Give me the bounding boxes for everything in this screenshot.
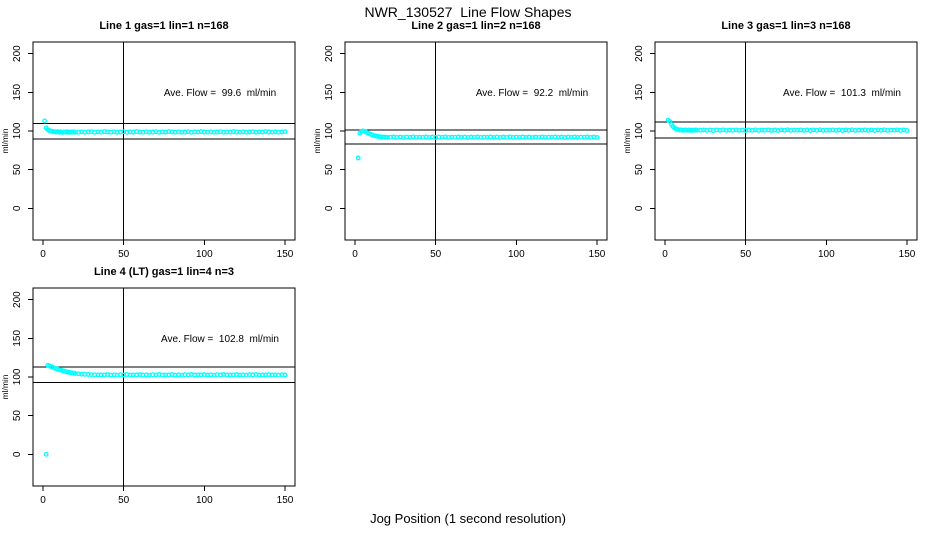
flow-data-point bbox=[282, 372, 288, 378]
x-tick-label: 100 bbox=[508, 249, 525, 260]
y-tick-label: 50 bbox=[12, 410, 23, 422]
subplot-title: Line 4 (LT) gas=1 lin=4 n=3 bbox=[94, 266, 234, 278]
y-tick-label: 200 bbox=[12, 45, 23, 62]
x-tick-label: 150 bbox=[589, 249, 606, 260]
flow-data-point bbox=[282, 129, 288, 135]
subplot-title: Line 3 gas=1 lin=3 n=168 bbox=[721, 20, 850, 32]
y-tick-label: 0 bbox=[324, 205, 335, 211]
y-tick-label: 100 bbox=[324, 122, 335, 139]
x-tick-label: 100 bbox=[196, 495, 213, 506]
y-tick-label: 50 bbox=[634, 164, 645, 176]
y-tick-label: 150 bbox=[634, 84, 645, 101]
plot-box bbox=[32, 287, 296, 487]
y-tick-label: 0 bbox=[634, 205, 645, 211]
flow-data-point bbox=[904, 128, 910, 133]
y-axis-label: ml/min bbox=[0, 374, 10, 399]
y-tick-label: 0 bbox=[12, 451, 23, 457]
y-axis-label: ml/min bbox=[312, 128, 322, 153]
y-tick-label: 100 bbox=[12, 122, 23, 139]
subplot-line-1: 0 50 100 150 0 50 100 150 200 ml/min Line 1 gas=1 … bbox=[0, 16, 312, 266]
subplot-line-2: 0 50 100 150 0 50 100 150 200 ml/min Line 2 gas=1 … bbox=[312, 16, 624, 266]
y-tick-label: 100 bbox=[634, 122, 645, 139]
y-tick-label: 200 bbox=[634, 45, 645, 62]
flow-data-point bbox=[42, 118, 48, 124]
y-axis-label: ml/min bbox=[0, 128, 10, 153]
line-3-flow-chart: 0 50 100 150 0 50 100 150 200 ml/min Line 3 gas=1 … bbox=[622, 20, 918, 260]
subplot-title: Line 2 gas=1 lin=2 n=168 bbox=[411, 20, 540, 32]
ave-flow-annotation: Ave. Flow = 92.2 ml/min bbox=[476, 88, 588, 99]
y-tick-label: 150 bbox=[12, 330, 23, 347]
x-tick-label: 50 bbox=[430, 249, 442, 260]
y-tick-label: 0 bbox=[12, 205, 23, 211]
y-tick-label: 50 bbox=[324, 164, 335, 176]
x-tick-label: 50 bbox=[740, 249, 752, 260]
flow-data-point bbox=[43, 451, 49, 457]
x-tick-label: 0 bbox=[40, 249, 46, 260]
x-tick-label: 0 bbox=[40, 495, 46, 506]
subplot-line-3: 0 50 100 150 0 50 100 150 200 ml/min Line 3 gas=1 … bbox=[622, 16, 934, 266]
y-tick-label: 50 bbox=[12, 164, 23, 176]
y-axis-label: ml/min bbox=[622, 128, 632, 153]
x-axis-label: Jog Position (1 second resolution) bbox=[370, 511, 566, 526]
ave-flow-annotation: Ave. Flow = 102.8 ml/min bbox=[161, 334, 279, 345]
x-tick-label: 100 bbox=[196, 249, 213, 260]
y-tick-label: 100 bbox=[12, 368, 23, 385]
ave-flow-annotation: Ave. Flow = 101.3 ml/min bbox=[783, 88, 901, 99]
y-tick-label: 200 bbox=[324, 45, 335, 62]
plot-box bbox=[344, 41, 608, 241]
subplot-line-4: 0 50 100 150 0 50 100 150 200 ml/min Line 4 (LT) g… bbox=[0, 262, 312, 512]
plot-box bbox=[654, 41, 918, 241]
x-tick-label: 150 bbox=[277, 249, 294, 260]
line-1-flow-chart: 0 50 100 150 0 50 100 150 200 ml/min Line 1 gas=1 … bbox=[0, 20, 296, 260]
ave-flow-annotation: Ave. Flow = 99.6 ml/min bbox=[164, 88, 276, 99]
subplot-title: Line 1 gas=1 lin=1 n=168 bbox=[99, 20, 228, 32]
x-tick-label: 150 bbox=[277, 495, 294, 506]
x-tick-label: 150 bbox=[899, 249, 916, 260]
y-tick-label: 150 bbox=[12, 84, 23, 101]
x-tick-label: 50 bbox=[118, 249, 130, 260]
x-tick-label: 100 bbox=[818, 249, 835, 260]
x-tick-label: 50 bbox=[118, 495, 130, 506]
x-tick-label: 0 bbox=[662, 249, 668, 260]
y-tick-label: 200 bbox=[12, 291, 23, 308]
y-tick-label: 150 bbox=[324, 84, 335, 101]
plot-box bbox=[32, 41, 296, 241]
flow-data-point bbox=[594, 135, 600, 140]
page-title: NWR_130527 Line Flow Shapes bbox=[364, 4, 572, 20]
flow-data-point bbox=[355, 155, 361, 161]
line-2-flow-chart: 0 50 100 150 0 50 100 150 200 ml/min Line 2 gas=1 … bbox=[312, 20, 608, 260]
x-tick-label: 0 bbox=[352, 249, 358, 260]
line-4-flow-chart: 0 50 100 150 0 50 100 150 200 ml/min Line 4 (LT) g… bbox=[0, 266, 296, 506]
